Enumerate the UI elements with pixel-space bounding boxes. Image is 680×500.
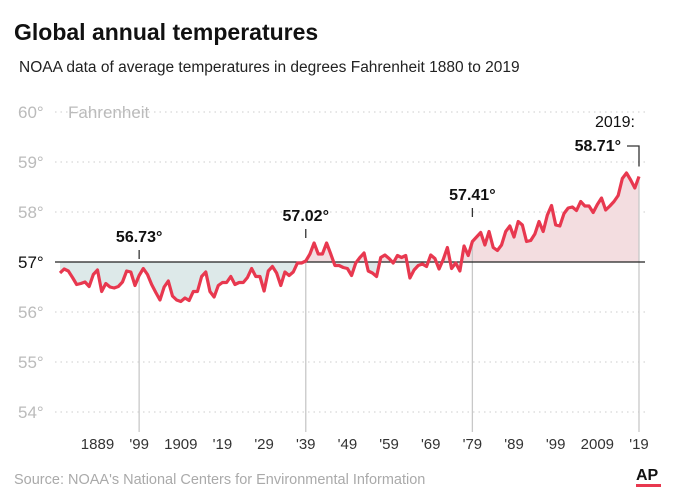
x-tick-label: 1909: [164, 436, 197, 453]
annotation-value: 57.41°: [449, 187, 495, 204]
ap-logo-underline: [636, 484, 661, 487]
y-tick-label: 56°: [18, 303, 44, 322]
x-tick-label: '19: [213, 436, 233, 453]
annotation-value: 57.02°: [283, 208, 329, 225]
ap-logo-text: AP: [636, 467, 659, 484]
annotation-value: 58.71°: [575, 138, 621, 155]
y-tick-label: 54°: [18, 403, 44, 422]
x-tick-label: '79: [463, 436, 483, 453]
x-tick-label: '99: [546, 436, 566, 453]
x-tick-label: '29: [254, 436, 274, 453]
annotation-prefix: 2019:: [595, 114, 635, 131]
x-tick-label: '39: [296, 436, 316, 453]
chart-subtitle: NOAA data of average temperatures in deg…: [19, 59, 520, 76]
x-tick-label: '89: [504, 436, 524, 453]
x-tick-label: '19: [629, 436, 649, 453]
source-note: Source: NOAA's National Centers for Envi…: [14, 472, 425, 488]
x-tick-label: 2009: [581, 436, 614, 453]
x-tick-label: '59: [379, 436, 399, 453]
x-tick-label: '99: [129, 436, 149, 453]
temperature-line: [58, 171, 641, 304]
x-tick-label: 1889: [81, 436, 114, 453]
annotation-leader-2019: [627, 145, 640, 167]
x-tick-label: '69: [421, 436, 441, 453]
area-above-baseline: [60, 173, 639, 262]
y-tick-label: 57°: [18, 253, 44, 272]
y-tick-label: 59°: [18, 153, 44, 172]
chart-title: Global annual temperatures: [14, 19, 318, 45]
annotation-value: 56.73°: [116, 229, 162, 246]
y-axis-label: Fahrenheit: [68, 103, 150, 122]
y-tick-label: 55°: [18, 353, 44, 372]
y-tick-label: 58°: [18, 203, 44, 222]
x-tick-label: '49: [338, 436, 358, 453]
ap-logo: AP: [636, 467, 661, 487]
y-tick-label: 60°: [18, 103, 44, 122]
